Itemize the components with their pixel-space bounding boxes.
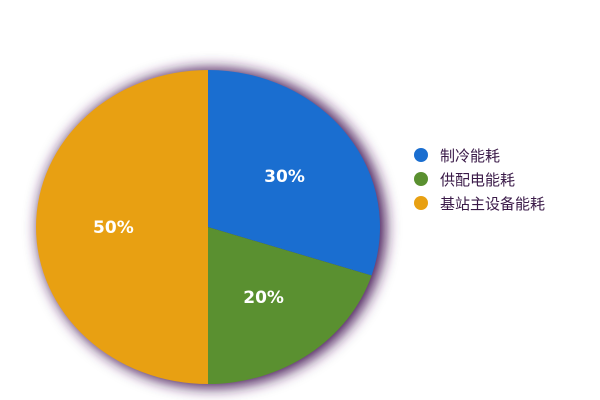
- legend-label: 供配电能耗: [440, 170, 516, 189]
- legend: 制冷能耗 供配电能耗 基站主设备能耗: [414, 143, 545, 215]
- data-label: 50%: [93, 218, 134, 238]
- pie-slice: [208, 70, 380, 276]
- pie-slice: [208, 227, 372, 384]
- data-label: 30%: [264, 167, 305, 187]
- legend-label: 基站主设备能耗: [440, 194, 546, 213]
- data-label: 20%: [243, 288, 284, 308]
- legend-swatch: [414, 196, 428, 210]
- pie-slice: [36, 70, 208, 384]
- legend-item: 供配电能耗: [414, 167, 545, 191]
- legend-swatch: [414, 172, 428, 186]
- legend-label: 制冷能耗: [440, 146, 501, 165]
- legend-item: 基站主设备能耗: [414, 191, 545, 215]
- legend-swatch: [414, 148, 428, 162]
- legend-item: 制冷能耗: [414, 143, 545, 167]
